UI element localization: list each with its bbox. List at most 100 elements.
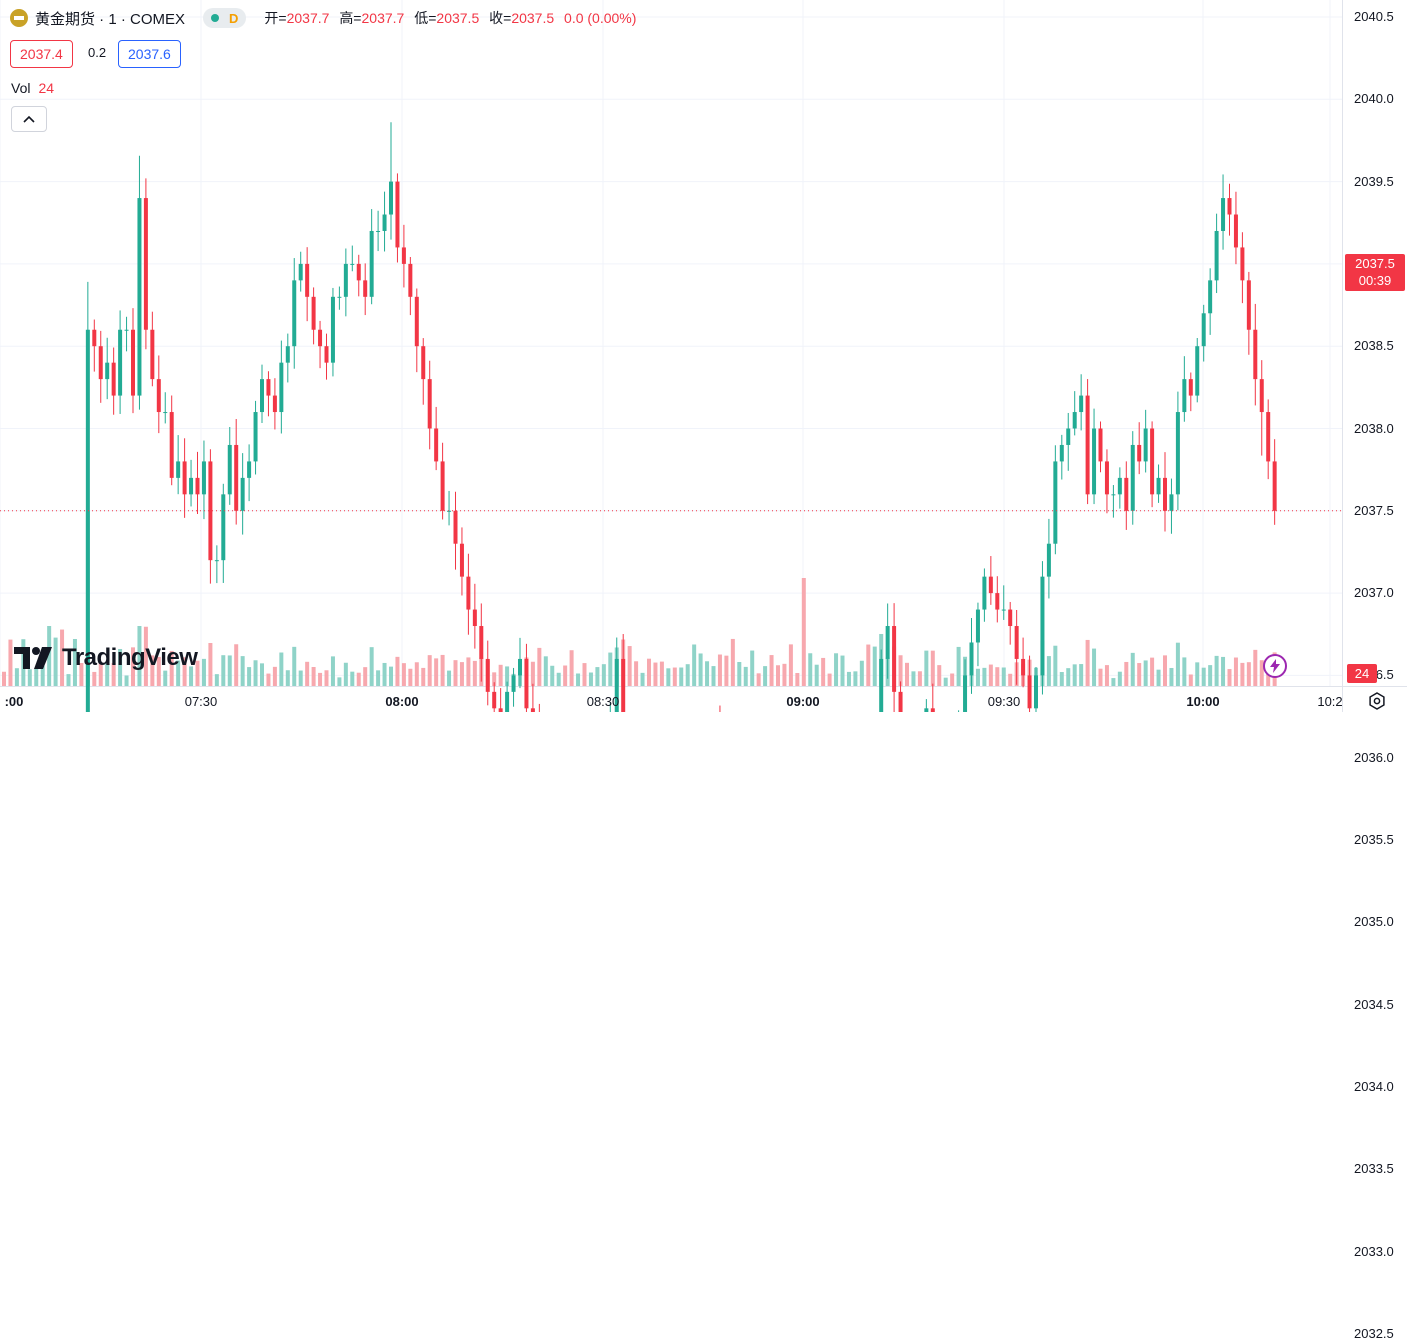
candle-body	[1014, 626, 1019, 659]
candle	[414, 288, 419, 373]
volume-bar	[795, 673, 800, 686]
candle-body	[505, 691, 510, 712]
candle-body	[1034, 675, 1038, 709]
candle-body	[963, 675, 968, 712]
candle	[621, 634, 626, 712]
candle	[1195, 337, 1200, 403]
volume-bar	[472, 660, 477, 686]
volume-bar	[1008, 673, 1013, 686]
candle	[1246, 271, 1251, 355]
candle	[98, 330, 103, 403]
volume-bar	[769, 655, 774, 686]
candle	[434, 406, 439, 471]
candle-body	[453, 510, 458, 544]
volume-bar	[150, 655, 155, 686]
candle-body	[892, 626, 897, 692]
candle-body	[337, 296, 342, 298]
volume-bar	[440, 654, 445, 686]
candle-body	[1130, 444, 1135, 511]
volume-bar	[1001, 667, 1006, 686]
price-tick-label: 2040.0	[1354, 91, 1394, 107]
volume-bar	[1124, 661, 1129, 686]
candle-body	[356, 263, 361, 281]
volume-bar	[60, 629, 65, 686]
candle	[189, 459, 194, 507]
volume-bar	[975, 668, 980, 686]
volume-bar	[834, 653, 839, 686]
volume-bar	[776, 665, 780, 686]
volume-bar	[137, 626, 142, 686]
ask-price-button[interactable]: 2037.6	[118, 40, 181, 68]
close-label: 收=	[489, 10, 512, 26]
volume-bar	[195, 660, 200, 686]
price-chart[interactable]	[0, 0, 1407, 712]
volume-bar	[421, 667, 426, 686]
tradingview-logo[interactable]: TradingView	[14, 644, 198, 672]
volume-bar	[556, 672, 561, 686]
chart-settings-button[interactable]	[1366, 690, 1388, 712]
candle	[1137, 422, 1142, 475]
volume-bar	[627, 646, 632, 686]
candle	[1059, 434, 1064, 480]
candle-body	[1040, 576, 1045, 676]
candle-body	[324, 346, 329, 363]
candle-body	[131, 329, 135, 396]
candle-body	[440, 461, 445, 511]
candle-body	[414, 296, 419, 347]
candle-body	[266, 379, 271, 396]
volume-bar	[298, 670, 303, 686]
volume-bar	[1072, 664, 1077, 686]
price-tick-label: 2039.5	[1354, 173, 1394, 189]
candle-body	[330, 296, 335, 363]
collapse-legend-button[interactable]	[11, 106, 47, 132]
volume-bar	[872, 646, 877, 686]
market-status-pill[interactable]: D	[203, 8, 247, 28]
volume-bar	[1150, 657, 1155, 686]
candle	[453, 491, 458, 570]
candle	[234, 418, 239, 525]
volume-bar	[1175, 642, 1180, 686]
candle-body	[421, 346, 426, 380]
volume-bar	[395, 656, 400, 686]
candle	[408, 256, 413, 316]
volume-bar	[930, 650, 935, 686]
brand-name: TradingView	[62, 644, 198, 671]
candle	[1021, 637, 1026, 688]
high-label: 高=	[339, 10, 362, 26]
candle	[1014, 610, 1019, 685]
volume-bar	[234, 644, 239, 686]
candle-body	[1246, 280, 1251, 330]
volume-bar	[111, 662, 116, 686]
volume-bar	[827, 673, 832, 686]
lightning-button[interactable]	[1263, 654, 1287, 678]
volume-bar	[505, 666, 510, 686]
price-tick-label: 2034.0	[1354, 1078, 1394, 1094]
candle	[292, 258, 297, 369]
gold-coin-icon	[10, 9, 28, 27]
volume-bar	[1246, 662, 1251, 686]
volume-bar	[408, 668, 413, 686]
candle	[1104, 449, 1109, 514]
candle	[447, 490, 452, 526]
bid-price-button[interactable]: 2037.4	[10, 40, 73, 68]
volume-bar	[1201, 667, 1206, 686]
symbol-title[interactable]: 黄金期货 · 1 · COMEX	[35, 10, 186, 28]
volume-bar	[801, 578, 806, 686]
candle-body	[369, 230, 374, 297]
time-tick-label: 09:00	[786, 694, 820, 709]
volume-bar	[447, 670, 452, 686]
candle-body	[195, 477, 200, 495]
candle	[182, 438, 187, 518]
candle-body	[253, 412, 258, 462]
close-value: 2037.5	[511, 10, 555, 26]
candle	[298, 251, 303, 292]
time-tick-label: 08:30	[586, 694, 620, 709]
volume-bar	[279, 652, 284, 686]
volume-bar	[653, 662, 658, 686]
candle-body	[1053, 461, 1058, 544]
last-price-value: 2037.5	[1355, 256, 1395, 271]
price-tick-label: 2032.5	[1354, 1325, 1394, 1341]
candle-body	[982, 576, 987, 610]
volume-bar	[105, 661, 110, 686]
candle-body	[279, 362, 284, 413]
